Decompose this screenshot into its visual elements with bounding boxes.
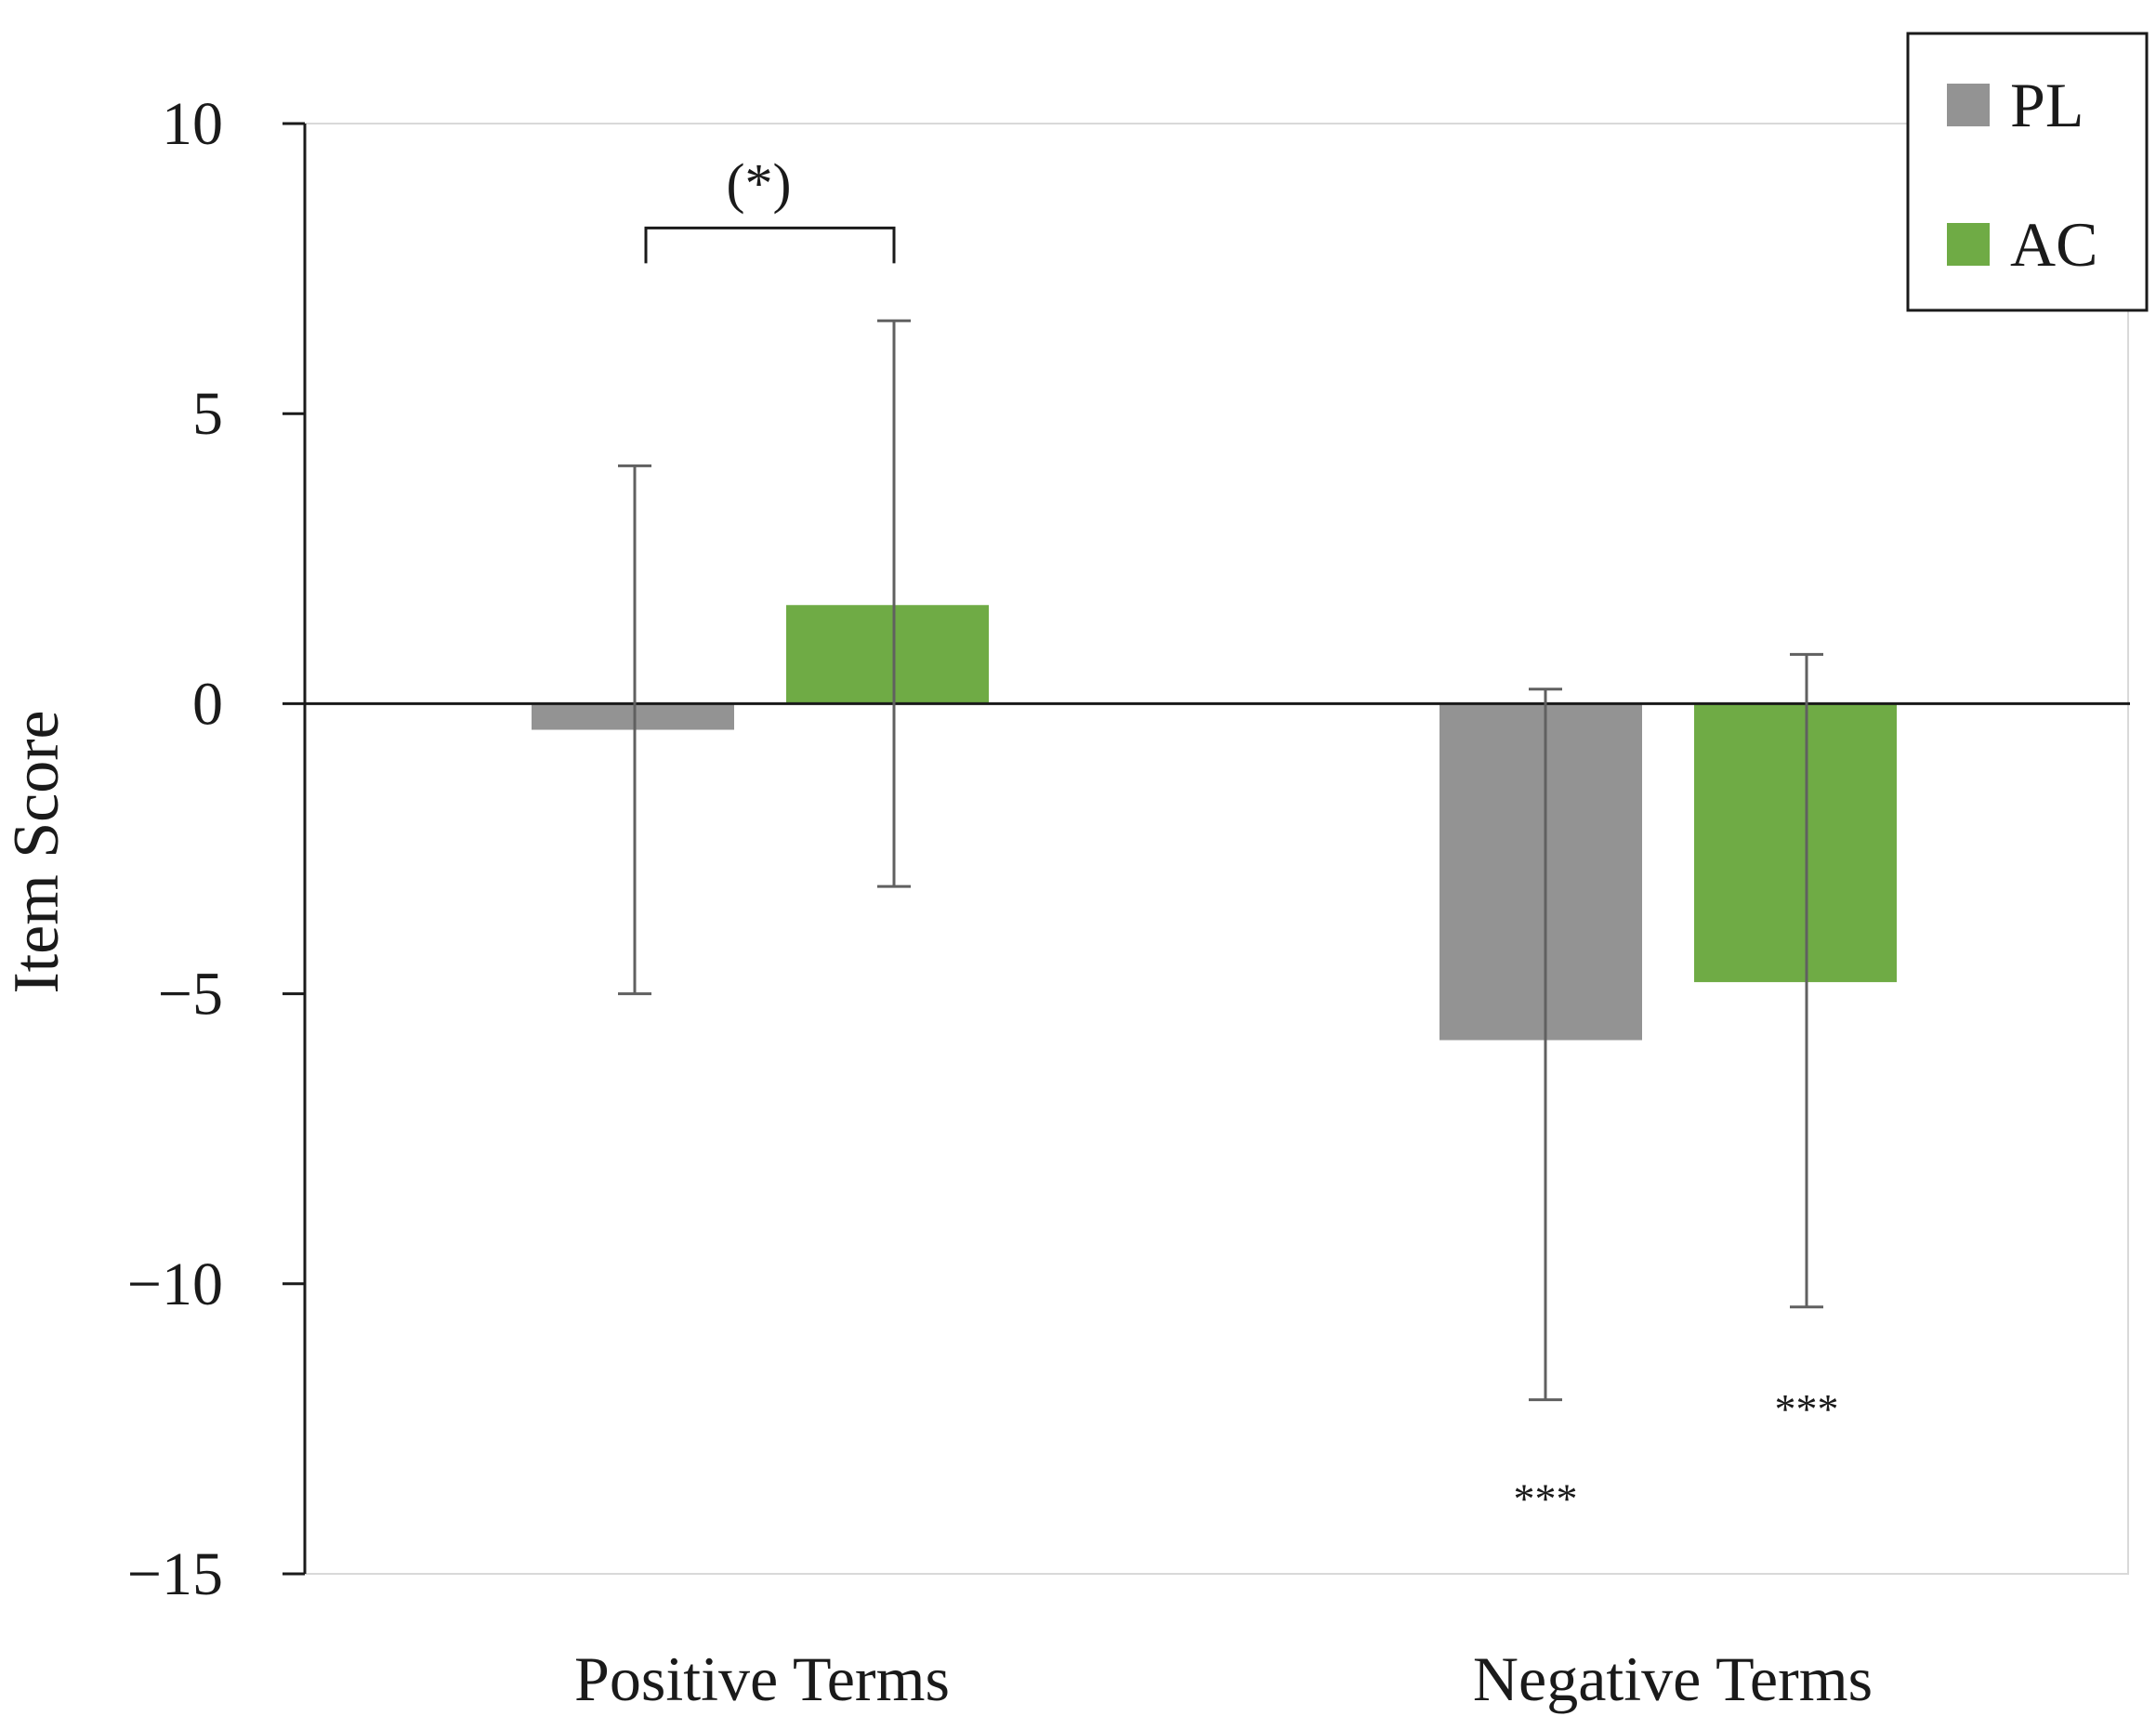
significance-annotations: (*) *** ***	[644, 152, 1839, 1523]
bars	[532, 605, 1897, 1041]
y-tick-label: −15	[127, 1540, 223, 1608]
bar-pl-positive	[532, 703, 734, 730]
legend-label-ac: AC	[2010, 209, 2097, 280]
error-bars	[618, 319, 1823, 1402]
x-category-label: Negative Terms	[1473, 1644, 1873, 1714]
significance-stars: ***	[1514, 1475, 1578, 1523]
significance-bracket	[644, 226, 896, 264]
y-axis: 10 5 0 −5 −10 −15	[127, 90, 307, 1608]
legend: PL AC	[1906, 32, 2149, 312]
bar-ac-positive	[786, 605, 989, 704]
y-tick-label: 10	[162, 90, 223, 158]
y-axis-title: Item Score	[1, 710, 72, 993]
y-tick-label: −5	[158, 961, 223, 1028]
y-tick-label: 5	[192, 380, 223, 448]
legend-box	[1906, 32, 2149, 312]
significance-stars: ***	[1775, 1385, 1839, 1433]
y-tick-label: 0	[192, 670, 223, 738]
legend-swatch-pl	[1947, 84, 1990, 126]
y-tick-label: −10	[127, 1251, 223, 1318]
x-category-label: Positive Terms	[574, 1644, 950, 1714]
legend-label-pl: PL	[2010, 70, 2084, 140]
x-axis-labels: Positive Terms Negative Terms	[574, 1644, 1873, 1714]
bar-pl-negative	[1440, 703, 1642, 1041]
significance-bracket-label: (*)	[727, 152, 792, 214]
bar-ac-negative	[1694, 703, 1897, 983]
legend-swatch-ac	[1947, 223, 1990, 266]
